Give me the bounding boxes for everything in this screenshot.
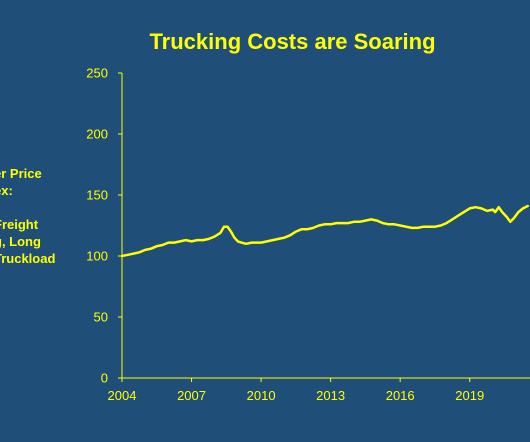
y-tick-label: 100	[86, 249, 108, 264]
x-tick-label: 2007	[177, 388, 206, 403]
y-axis-label: er Price ex: Freight g, Long Truckload	[0, 165, 68, 267]
y-tick-labels: 0 50 100 150 200 250	[86, 66, 108, 386]
y-tick-label: 50	[94, 310, 108, 325]
x-tick-label: 2013	[316, 388, 345, 403]
y-axis-label-line: Truckload	[0, 251, 56, 266]
chart-title: Trucking Costs are Soaring	[149, 29, 436, 54]
y-tick-label: 0	[101, 371, 108, 386]
x-tick-label: 2004	[108, 388, 137, 403]
chart-axes	[118, 72, 530, 382]
y-axis-label-line: g, Long	[0, 234, 41, 249]
y-tick-label: 250	[86, 66, 108, 81]
x-tick-label: 2019	[455, 388, 484, 403]
x-tick-label: 2016	[386, 388, 415, 403]
y-axis-label-line: ex:	[0, 183, 13, 198]
x-tick-label: 2010	[247, 388, 276, 403]
y-tick-label: 200	[86, 127, 108, 142]
y-axis-label-line: Freight	[0, 217, 39, 232]
series-layer	[120, 204, 529, 258]
y-tick-label: 150	[86, 188, 108, 203]
y-axis-label-line: er Price	[0, 166, 42, 181]
series-line	[120, 204, 529, 258]
x-tick-labels: 2004 2007 2010 2013 2016 2019	[108, 388, 485, 403]
